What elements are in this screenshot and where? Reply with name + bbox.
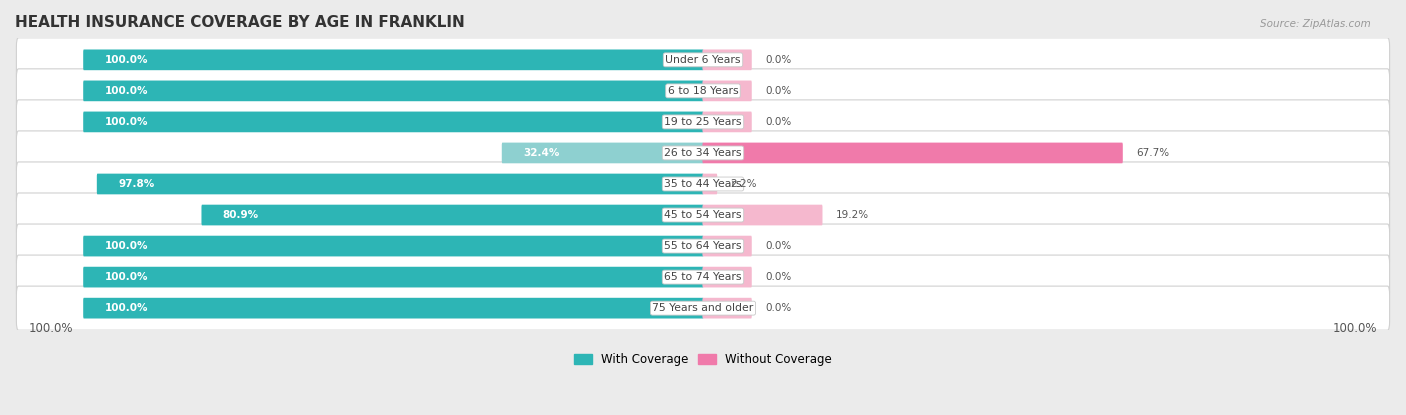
FancyBboxPatch shape xyxy=(201,205,703,225)
Text: 55 to 64 Years: 55 to 64 Years xyxy=(664,241,742,251)
FancyBboxPatch shape xyxy=(17,286,1389,330)
Text: 100.0%: 100.0% xyxy=(104,241,148,251)
Text: 97.8%: 97.8% xyxy=(118,179,155,189)
Text: 0.0%: 0.0% xyxy=(765,117,792,127)
FancyBboxPatch shape xyxy=(703,143,1123,164)
FancyBboxPatch shape xyxy=(17,224,1389,268)
FancyBboxPatch shape xyxy=(17,255,1389,299)
Text: 100.0%: 100.0% xyxy=(104,117,148,127)
Text: 19.2%: 19.2% xyxy=(835,210,869,220)
Text: 100.0%: 100.0% xyxy=(28,322,73,335)
Text: Source: ZipAtlas.com: Source: ZipAtlas.com xyxy=(1260,19,1371,29)
FancyBboxPatch shape xyxy=(703,298,752,318)
FancyBboxPatch shape xyxy=(703,49,752,70)
FancyBboxPatch shape xyxy=(17,38,1389,82)
Text: 26 to 34 Years: 26 to 34 Years xyxy=(664,148,742,158)
Text: 100.0%: 100.0% xyxy=(104,303,148,313)
Text: 75 Years and older: 75 Years and older xyxy=(652,303,754,313)
Text: 100.0%: 100.0% xyxy=(1333,322,1378,335)
FancyBboxPatch shape xyxy=(17,162,1389,206)
FancyBboxPatch shape xyxy=(703,236,752,256)
FancyBboxPatch shape xyxy=(83,267,703,288)
Text: HEALTH INSURANCE COVERAGE BY AGE IN FRANKLIN: HEALTH INSURANCE COVERAGE BY AGE IN FRAN… xyxy=(15,15,465,30)
Legend: With Coverage, Without Coverage: With Coverage, Without Coverage xyxy=(569,348,837,371)
Text: 0.0%: 0.0% xyxy=(765,272,792,282)
FancyBboxPatch shape xyxy=(17,100,1389,144)
Text: 0.0%: 0.0% xyxy=(765,55,792,65)
Text: 80.9%: 80.9% xyxy=(222,210,259,220)
Text: 0.0%: 0.0% xyxy=(765,303,792,313)
Text: 2.2%: 2.2% xyxy=(730,179,756,189)
Text: 100.0%: 100.0% xyxy=(104,86,148,96)
Text: 35 to 44 Years: 35 to 44 Years xyxy=(664,179,742,189)
Text: 32.4%: 32.4% xyxy=(523,148,560,158)
FancyBboxPatch shape xyxy=(97,173,703,194)
Text: 67.7%: 67.7% xyxy=(1136,148,1168,158)
FancyBboxPatch shape xyxy=(703,173,717,194)
FancyBboxPatch shape xyxy=(83,112,703,132)
Text: Under 6 Years: Under 6 Years xyxy=(665,55,741,65)
Text: 100.0%: 100.0% xyxy=(104,55,148,65)
Text: 45 to 54 Years: 45 to 54 Years xyxy=(664,210,742,220)
Text: 100.0%: 100.0% xyxy=(104,272,148,282)
FancyBboxPatch shape xyxy=(703,81,752,101)
FancyBboxPatch shape xyxy=(17,69,1389,113)
FancyBboxPatch shape xyxy=(17,193,1389,237)
FancyBboxPatch shape xyxy=(703,205,823,225)
FancyBboxPatch shape xyxy=(83,236,703,256)
Text: 65 to 74 Years: 65 to 74 Years xyxy=(664,272,742,282)
Text: 0.0%: 0.0% xyxy=(765,241,792,251)
FancyBboxPatch shape xyxy=(703,112,752,132)
FancyBboxPatch shape xyxy=(703,267,752,288)
FancyBboxPatch shape xyxy=(83,81,703,101)
Text: 0.0%: 0.0% xyxy=(765,86,792,96)
FancyBboxPatch shape xyxy=(83,49,703,70)
FancyBboxPatch shape xyxy=(502,143,703,164)
FancyBboxPatch shape xyxy=(83,298,703,318)
Text: 19 to 25 Years: 19 to 25 Years xyxy=(664,117,742,127)
Text: 6 to 18 Years: 6 to 18 Years xyxy=(668,86,738,96)
FancyBboxPatch shape xyxy=(17,131,1389,175)
